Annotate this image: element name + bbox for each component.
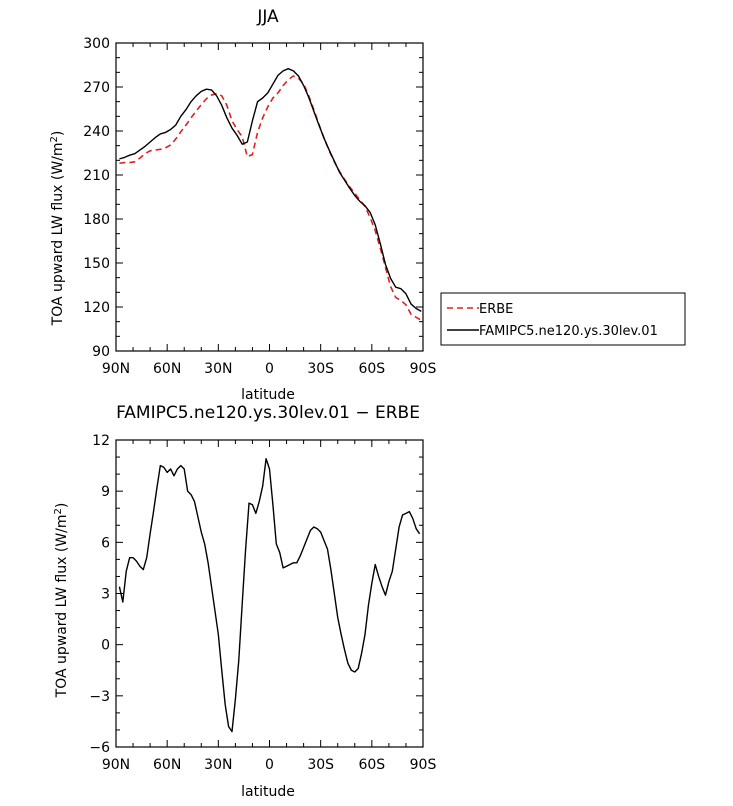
top-chart-x-tick-label: 90S xyxy=(410,361,437,377)
bottom-chart-panel: FAMIPC5.ne120.ys.30lev.01 − ERBE 90N 60N 3… xyxy=(53,403,436,800)
bottom-chart-y-tick-label: 0 xyxy=(101,638,110,654)
bottom-chart-lines xyxy=(118,458,421,733)
top-chart-y-tick-label: 180 xyxy=(83,212,110,228)
legend: ERBE FAMIPC5.ne120.ys.30lev.01 xyxy=(440,292,686,346)
bottom-chart-y-tick-label: −6 xyxy=(89,740,110,756)
bottom-chart-x-tick-label: 90N xyxy=(102,757,130,773)
bottom-chart-title: FAMIPC5.ne120.ys.30lev.01 − ERBE xyxy=(116,403,420,423)
top-chart-y-tick-label: 210 xyxy=(83,168,110,184)
top-chart-x-tick-label: 60S xyxy=(358,361,385,377)
bottom-chart-x-tick-label: 30N xyxy=(204,757,232,773)
bottom-chart-x-tick-label: 30S xyxy=(307,757,334,773)
bottom-chart-x-tick-label: 0 xyxy=(265,757,274,773)
top-chart-y-tick-label: 150 xyxy=(83,256,110,272)
top-chart-ticks: 90N 60N 30N 0 30S 60S 90S 90 120 150 180 210 240 270 3… xyxy=(83,36,436,377)
bottom-chart-y-tick-label: −3 xyxy=(89,689,110,705)
top-chart-y-tick-label: 270 xyxy=(83,80,110,96)
top-chart-y-tick-label: 90 xyxy=(92,344,110,360)
top-chart-x-tick-label: 0 xyxy=(265,361,274,377)
top-chart-series-line-erbe xyxy=(119,75,422,321)
bottom-chart-plot-frame xyxy=(115,439,424,748)
top-chart-x-axis-label: latitude xyxy=(241,387,295,403)
bottom-chart-ticks: 90N 60N 30N 0 30S 60S 90S −6 −3 0 3 6 9 12 xyxy=(89,433,436,773)
top-chart-x-tick-label: 30N xyxy=(204,361,232,377)
bottom-chart-y-tick-label: 12 xyxy=(92,433,110,449)
bottom-chart-y-tick-label: 3 xyxy=(101,587,110,603)
top-chart-series-line-famipc5-ne120-ys-30lev-01 xyxy=(119,67,422,313)
bottom-chart-y-tick-label: 9 xyxy=(101,484,110,500)
top-chart-y-tick-label: 300 xyxy=(83,36,110,52)
bottom-chart-x-tick-label: 60S xyxy=(358,757,385,773)
bottom-chart-x-axis-label: latitude xyxy=(241,784,295,800)
top-chart-x-tick-label: 60N xyxy=(153,361,181,377)
top-chart-y-tick-label: 240 xyxy=(83,124,110,140)
top-chart-y-tick-label: 120 xyxy=(83,300,110,316)
legend-label-erbe: ERBE xyxy=(479,302,513,317)
legend-label-famipc5: FAMIPC5.ne120.ys.30lev.01 xyxy=(479,324,658,339)
bottom-chart-y-axis-label: TOA upward LW flux (W/m2) xyxy=(53,503,70,699)
bottom-chart-x-tick-label: 60N xyxy=(153,757,181,773)
top-chart-title: JJA xyxy=(256,7,279,27)
top-chart-lines xyxy=(119,67,422,321)
bottom-chart-y-tick-label: 6 xyxy=(101,535,110,551)
top-chart-x-tick-label: 90N xyxy=(102,361,130,377)
top-chart-panel: JJA 90N 60N 30N 0 30S 60S 90S 90 120 150 180 210 240… xyxy=(49,7,436,403)
top-chart-x-tick-label: 30S xyxy=(307,361,334,377)
bottom-chart-series-line-difference xyxy=(118,458,421,733)
legend-box xyxy=(440,292,686,346)
top-chart-y-axis-label: TOA upward LW flux (W/m2) xyxy=(49,131,66,327)
bottom-chart-x-tick-label: 90S xyxy=(410,757,437,773)
